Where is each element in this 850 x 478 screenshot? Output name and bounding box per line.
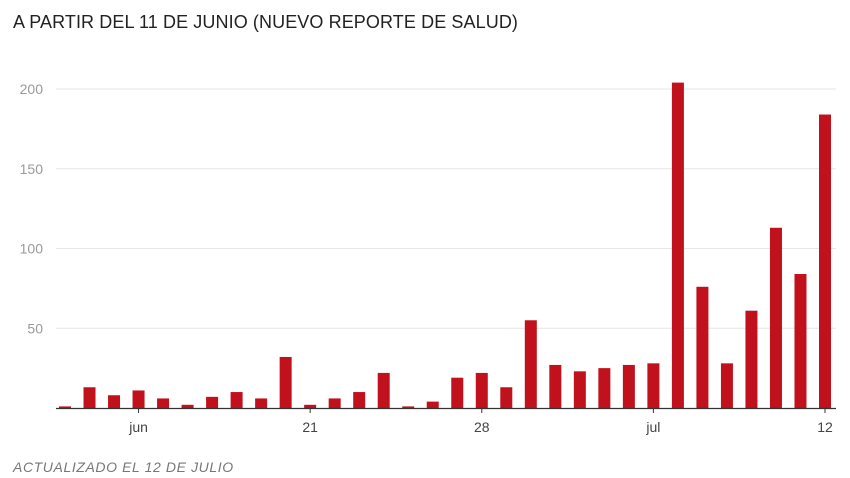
bar <box>426 401 439 408</box>
bar <box>230 392 243 408</box>
bar <box>549 364 562 408</box>
bar <box>451 377 464 408</box>
bar <box>647 363 660 408</box>
bar <box>181 404 194 408</box>
bar <box>279 356 292 408</box>
bar <box>132 390 145 408</box>
bar <box>794 274 807 408</box>
bar <box>255 398 268 408</box>
bar <box>745 310 758 408</box>
y-tick-label: 200 <box>20 81 44 97</box>
x-tick-label: 21 <box>302 419 318 435</box>
bar <box>157 398 170 408</box>
bars <box>59 82 831 409</box>
x-axis-ticks: jun 21 28 jul 12 <box>128 408 833 435</box>
bar <box>500 387 513 408</box>
bar <box>353 392 366 408</box>
bar <box>83 387 96 408</box>
bar <box>671 82 684 409</box>
x-tick-label: jun <box>128 419 148 435</box>
y-tick-label: 50 <box>27 320 43 336</box>
bar <box>598 368 611 408</box>
bar <box>573 371 586 408</box>
bar <box>720 363 733 408</box>
x-tick-label: 12 <box>817 419 833 435</box>
bar <box>819 114 831 409</box>
gridlines <box>56 88 836 329</box>
updated-note: ACTUALIZADO EL 12 DE JULIO <box>13 459 234 475</box>
bar <box>622 364 635 408</box>
bar <box>108 395 121 408</box>
bar <box>524 320 537 408</box>
bar <box>769 227 782 408</box>
bar <box>328 398 341 408</box>
bar <box>304 404 317 408</box>
bar <box>206 396 219 408</box>
y-tick-label: 100 <box>20 241 44 257</box>
bar <box>475 372 488 408</box>
bar <box>696 286 709 408</box>
x-tick-label: 28 <box>474 419 490 435</box>
y-axis-ticks: 50 100 150 200 <box>20 81 44 336</box>
y-tick-label: 150 <box>20 161 44 177</box>
bar <box>402 406 415 408</box>
bar <box>377 372 390 408</box>
x-tick-label: jul <box>645 419 660 435</box>
bar <box>59 406 71 408</box>
chart-title: A PARTIR DEL 11 DE JUNIO (NUEVO REPORTE … <box>13 12 519 32</box>
